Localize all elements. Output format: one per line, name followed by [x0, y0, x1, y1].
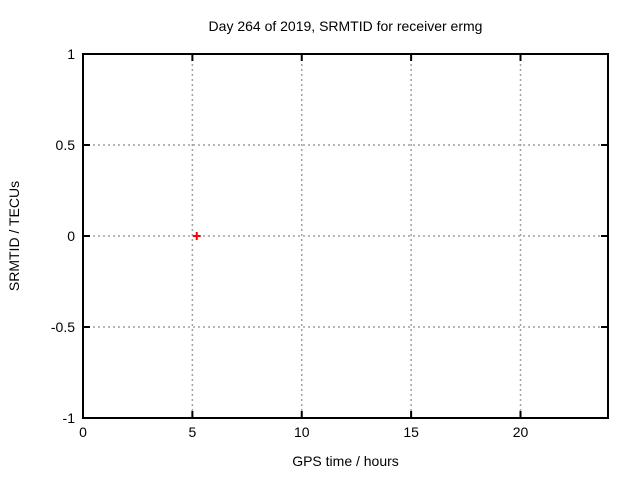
chart-title: Day 264 of 2019, SRMTID for receiver erm…	[208, 18, 483, 34]
x-tick-label: 10	[294, 424, 310, 440]
y-tick-label: -0.5	[51, 319, 75, 335]
x-tick-label: 15	[403, 424, 419, 440]
y-tick-label: 0	[67, 228, 75, 244]
y-tick-label: 0.5	[56, 137, 76, 153]
y-tick-label: -1	[63, 410, 76, 426]
y-tick-label: 1	[67, 46, 75, 62]
plot-border	[82, 53, 609, 419]
x-axis-label: GPS time / hours	[292, 453, 399, 469]
x-tick-label: 0	[79, 424, 87, 440]
x-tick-label: 5	[188, 424, 196, 440]
x-tick-label: 20	[513, 424, 529, 440]
